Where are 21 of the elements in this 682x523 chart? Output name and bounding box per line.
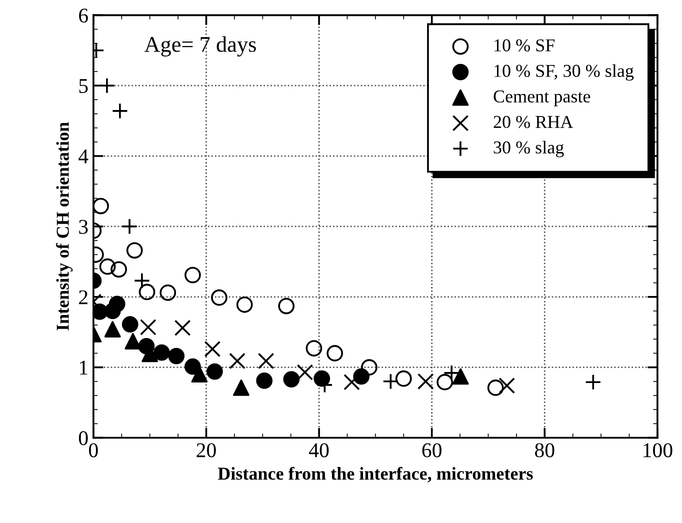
legend-label: 10 % SF, 30 % slag [494, 64, 634, 81]
x-tick-label: 0 [89, 443, 98, 458]
legend-label: 20 % RHA [494, 116, 574, 128]
y-tick-label: 0 [78, 431, 88, 446]
y-tick-label: 5 [79, 79, 88, 94]
x-tick-label: 100 [644, 443, 672, 458]
y-axis-title: Intensity of CH orientation [56, 122, 73, 330]
y-tick-label: 1 [80, 360, 88, 375]
x-tick-label: 40 [309, 443, 329, 458]
y-tick-label: 4 [78, 150, 88, 164]
x-tick-label: 60 [422, 443, 442, 458]
legend-label: 30 % slag [494, 140, 564, 158]
y-tick-label: 2 [79, 290, 88, 304]
x-tick-label: 20 [196, 443, 216, 458]
legend-label: Cement paste [494, 90, 590, 106]
annotation: Age= 7 days [144, 36, 256, 57]
legend-label: 10 % SF [494, 39, 555, 52]
y-tick-label: 6 [79, 8, 88, 23]
x-tick-label: 80 [535, 443, 554, 458]
x-axis-title: Distance from the interface, micrometers [218, 466, 533, 482]
y-tick-label: 3 [79, 220, 88, 234]
